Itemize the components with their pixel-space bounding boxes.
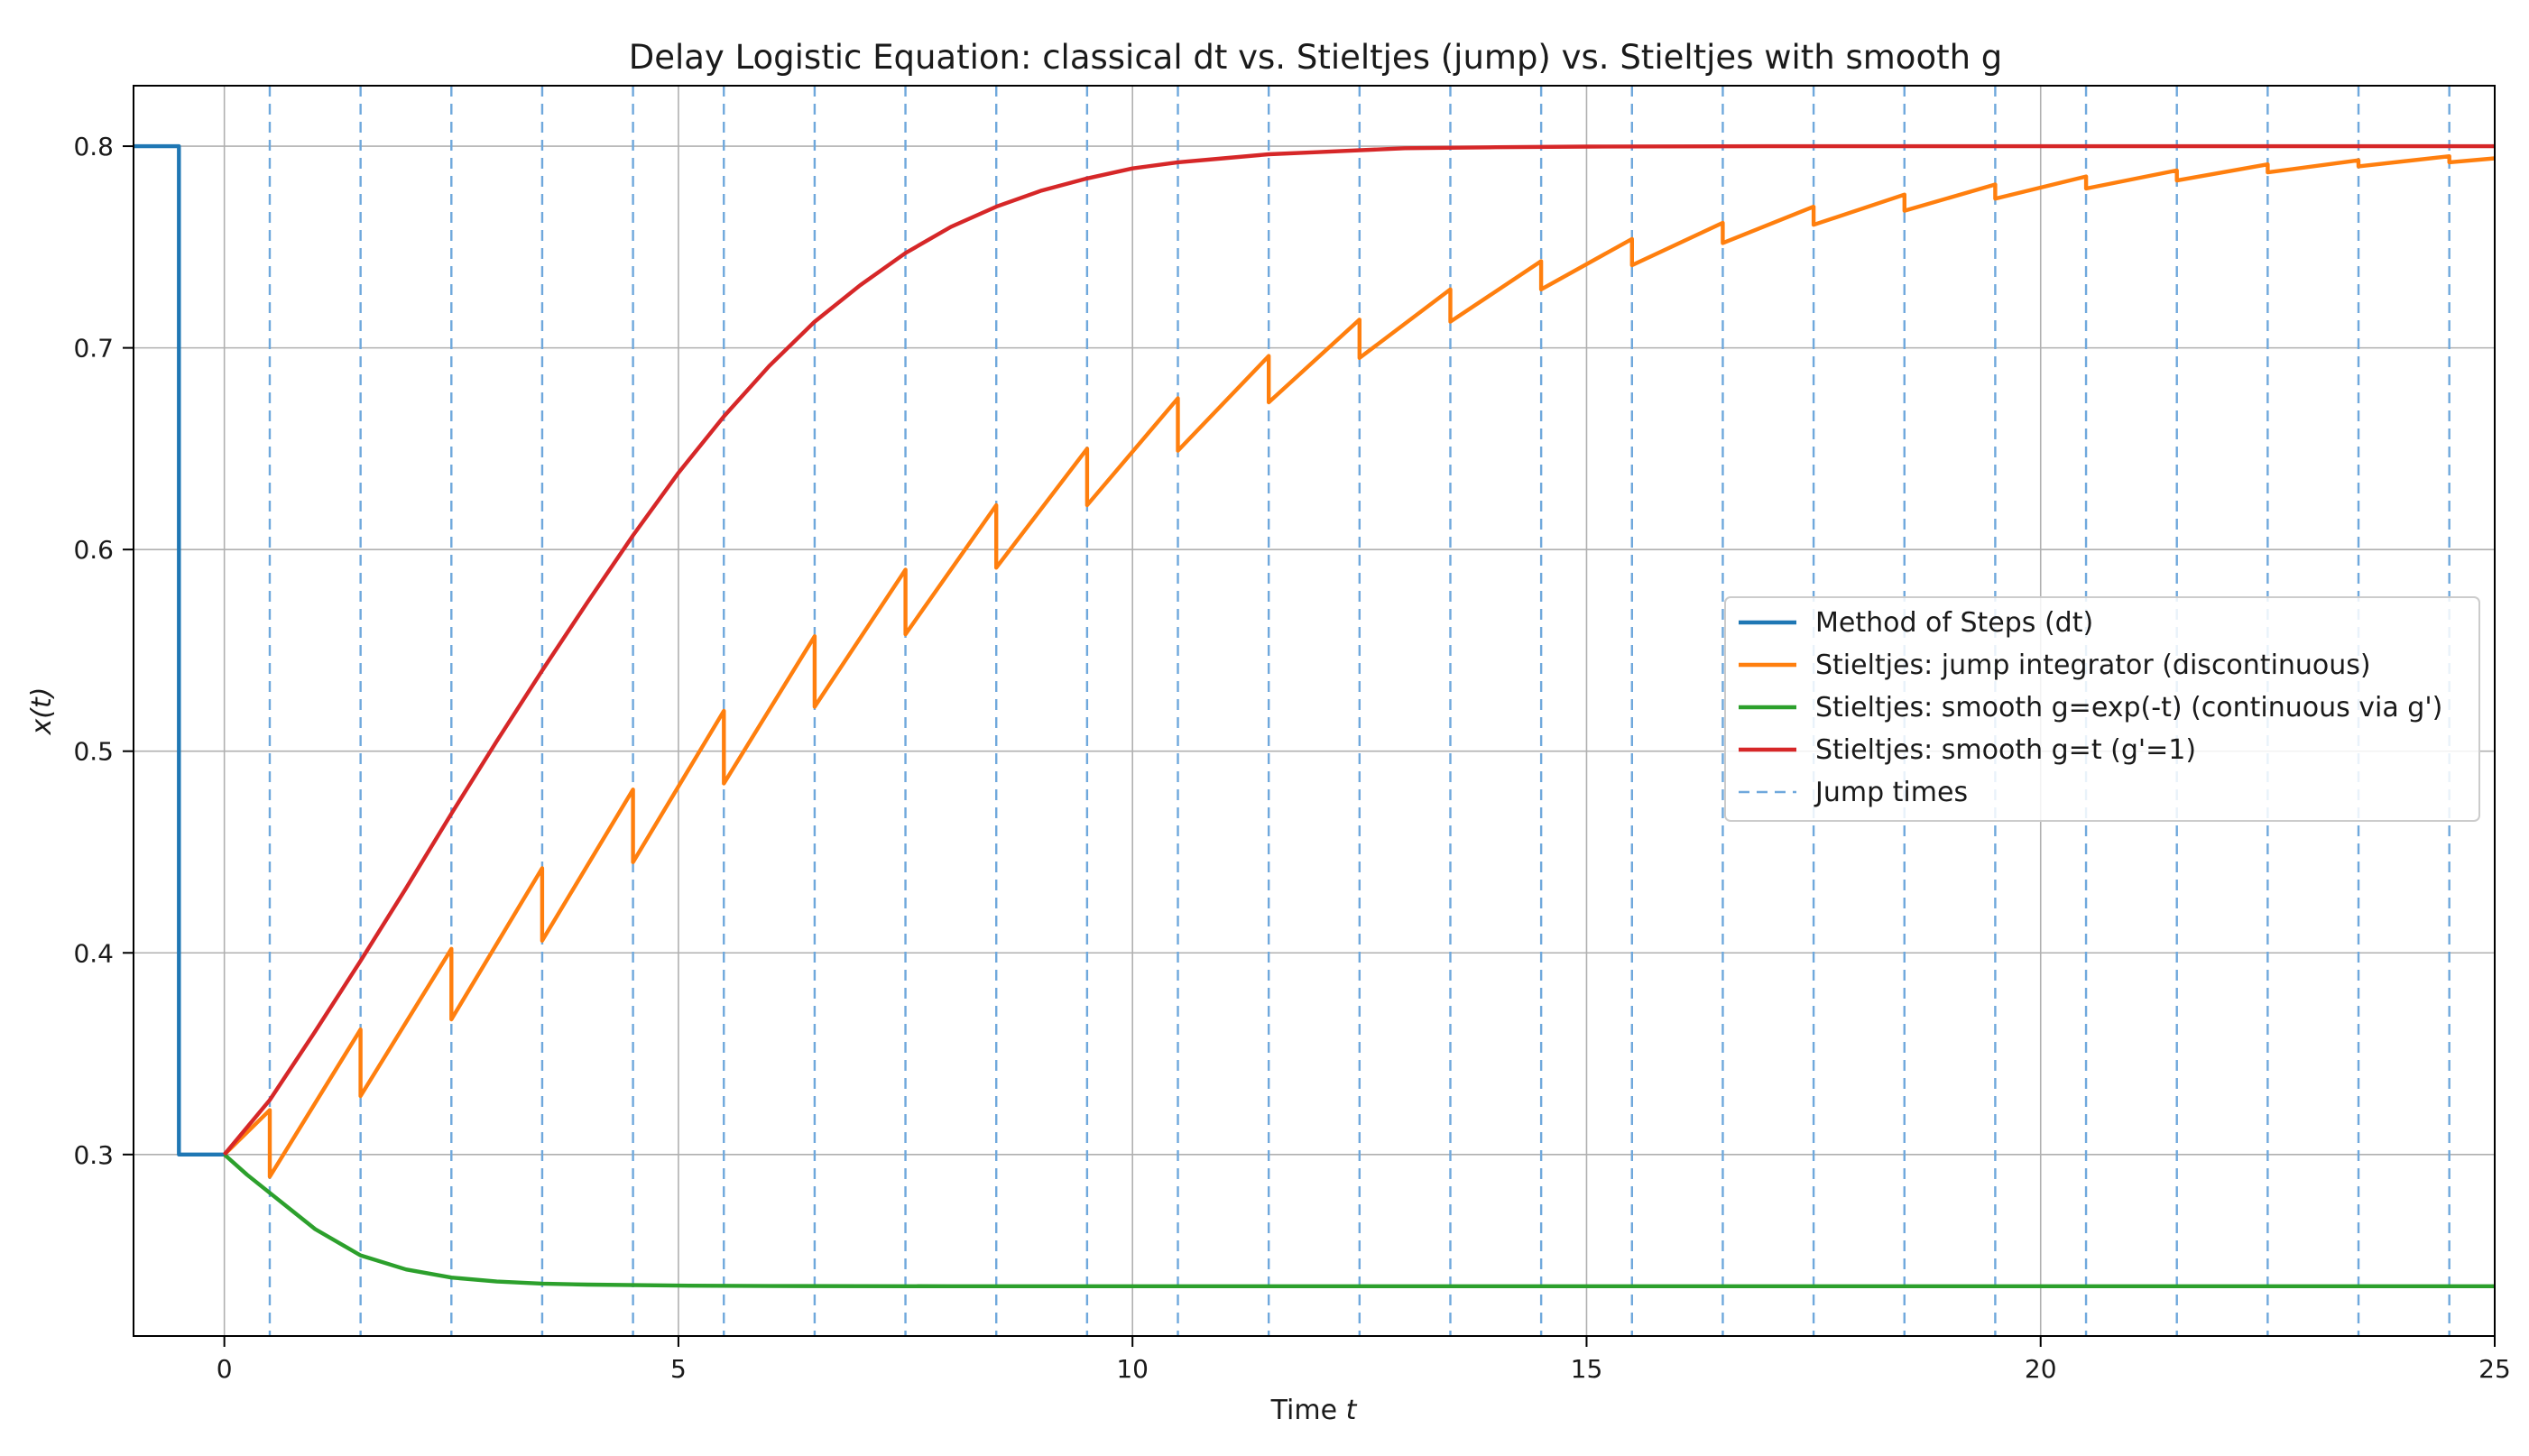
series-line-2 — [223, 153, 2496, 1179]
legend-box — [1724, 596, 2480, 822]
y-tick-label: 0.7 — [73, 334, 114, 364]
series-line-4 — [223, 143, 2495, 1157]
legend-label: Stieltjes: jump integrator (discontinuou… — [1815, 650, 2371, 681]
y-tick-label: 0.3 — [73, 1140, 114, 1170]
x-tick-label: 25 — [2478, 1354, 2511, 1384]
x-tick-label: 10 — [1116, 1354, 1149, 1384]
y-tick-label: 0.4 — [73, 938, 114, 968]
y-tick-label: 0.5 — [73, 737, 114, 767]
series-line-3 — [223, 1153, 2495, 1289]
x-tick-label: 15 — [1571, 1354, 1603, 1384]
x-tick-label: 20 — [2025, 1354, 2057, 1384]
x-axis-ticks: 0 5 10 15 20 25 — [217, 1336, 2511, 1384]
legend: Method of Steps (dt) Stieltjes: jump inte… — [1724, 596, 2480, 822]
plot-area-frame — [133, 85, 2496, 1337]
legend-label: Jump times — [1814, 777, 1968, 808]
legend-label: Stieltjes: smooth g=exp(-t) (continuous … — [1815, 692, 2442, 723]
legend-label: Method of Steps (dt) — [1815, 607, 2093, 639]
x-tick-label: 5 — [670, 1354, 687, 1384]
x-axis-label: Time t — [1270, 1395, 1358, 1426]
y-axis-ticks: 0.3 0.4 0.5 0.6 0.7 0.8 — [73, 132, 134, 1170]
y-axis-label: x(t) — [26, 687, 58, 736]
legend-label: Stieltjes: smooth g=t (g'=1) — [1815, 734, 2196, 766]
y-tick-label: 0.6 — [73, 535, 114, 565]
y-tick-label: 0.8 — [73, 132, 114, 161]
chart-title: Delay Logistic Equation: classical dt vs… — [629, 38, 2003, 77]
x-tick-label: 0 — [217, 1354, 233, 1384]
series-lines — [134, 143, 2496, 1289]
legend-items: Method of Steps (dt) Stieltjes: jump inte… — [1739, 607, 2442, 808]
series-line-1 — [134, 143, 225, 1157]
